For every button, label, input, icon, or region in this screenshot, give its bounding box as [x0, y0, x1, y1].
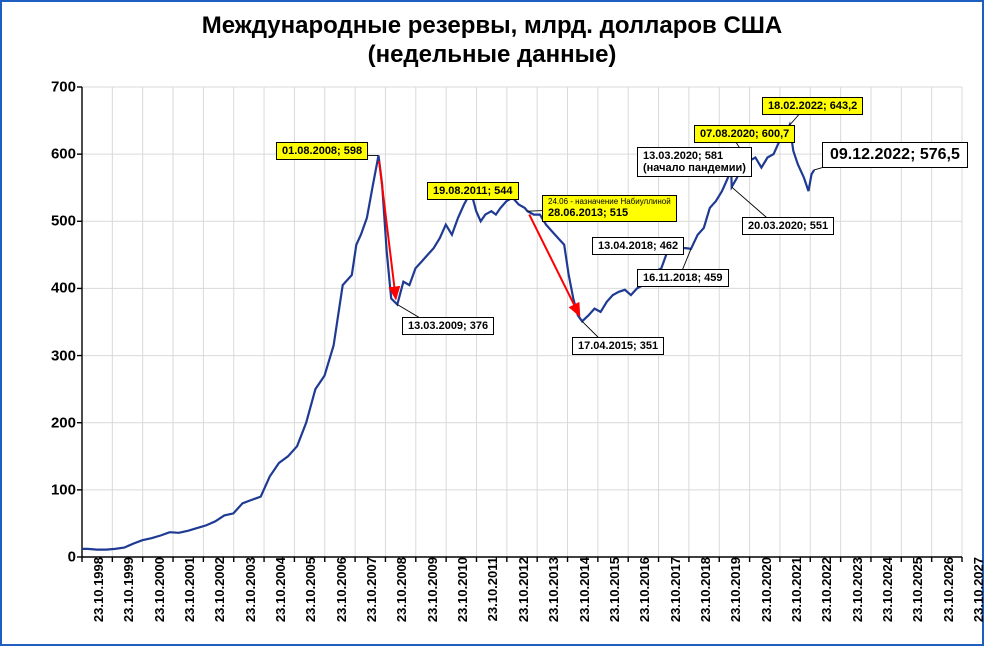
xtick-label: 23.10.2001 — [178, 557, 197, 622]
callout-c11: 20.03.2020; 551 — [742, 217, 834, 235]
ytick-label: 0 — [68, 549, 82, 566]
ytick-label: 300 — [51, 347, 82, 364]
xtick-label: 23.10.2012 — [512, 557, 531, 622]
xtick-label: 23.10.2013 — [542, 557, 561, 622]
xtick-label: 23.10.2002 — [208, 557, 227, 622]
callout-c7: 17.04.2015; 351 — [572, 337, 664, 355]
callout-c3: 24.06 - назначение Набиуллиной28.06.2013… — [542, 195, 677, 222]
callout-c12: 09.12.2022; 576,5 — [822, 142, 968, 168]
ytick-label: 500 — [51, 213, 82, 230]
title-line2: (недельные данные) — [368, 41, 617, 68]
callout-c9: 16.11.2018; 459 — [637, 269, 729, 287]
callout-c10: 13.03.2020; 581(начало пандемии) — [637, 147, 752, 177]
xtick-label: 23.10.2016 — [633, 557, 652, 622]
xtick-label: 23.10.2003 — [239, 557, 258, 622]
xtick-label: 23.10.2024 — [876, 557, 895, 622]
xtick-label: 23.10.2026 — [937, 557, 956, 622]
chart-title: Международные резервы, млрд. долларов СШ… — [2, 12, 982, 70]
xtick-label: 23.10.2004 — [269, 557, 288, 622]
xtick-label: 23.10.2009 — [421, 557, 440, 622]
xtick-label: 23.10.1999 — [117, 557, 136, 622]
ytick-label: 700 — [51, 79, 82, 96]
plot-area: 010020030040050060070023.10.199823.10.19… — [82, 87, 962, 557]
xtick-label: 23.10.2027 — [967, 557, 984, 622]
xtick-label: 23.10.2007 — [360, 557, 379, 622]
xtick-label: 23.10.2020 — [755, 557, 774, 622]
ytick-label: 100 — [51, 481, 82, 498]
xtick-label: 23.10.2014 — [573, 557, 592, 622]
callout-c6: 13.03.2009; 376 — [402, 317, 494, 335]
xtick-label: 23.10.1998 — [87, 557, 106, 622]
ytick-label: 200 — [51, 414, 82, 431]
xtick-label: 23.10.2015 — [603, 557, 622, 622]
xtick-label: 23.10.2010 — [451, 557, 470, 622]
ytick-label: 400 — [51, 280, 82, 297]
xtick-label: 23.10.2022 — [815, 557, 834, 622]
xtick-label: 23.10.2011 — [481, 557, 500, 621]
xtick-label: 23.10.2006 — [330, 557, 349, 622]
xtick-label: 23.10.2005 — [299, 557, 318, 622]
chart-frame: Международные резервы, млрд. долларов СШ… — [0, 0, 984, 646]
xtick-label: 23.10.2019 — [724, 557, 743, 622]
xtick-label: 23.10.2023 — [846, 557, 865, 622]
callout-c5: 18.02.2022; 643,2 — [762, 97, 863, 115]
xtick-label: 23.10.2025 — [906, 557, 925, 622]
title-line1: Международные резервы, млрд. долларов СШ… — [202, 12, 783, 39]
xtick-label: 23.10.2000 — [148, 557, 167, 622]
callout-c1: 01.08.2008; 598 — [276, 142, 368, 160]
callout-c4: 07.08.2020; 600,7 — [694, 125, 795, 143]
callout-c2: 19.08.2011; 544 — [427, 182, 519, 200]
xtick-label: 23.10.2018 — [694, 557, 713, 622]
xtick-label: 23.10.2008 — [390, 557, 409, 622]
callout-c8: 13.04.2018; 462 — [592, 237, 684, 255]
xtick-label: 23.10.2017 — [664, 557, 683, 622]
xtick-label: 23.10.2021 — [785, 557, 804, 622]
ytick-label: 600 — [51, 146, 82, 163]
